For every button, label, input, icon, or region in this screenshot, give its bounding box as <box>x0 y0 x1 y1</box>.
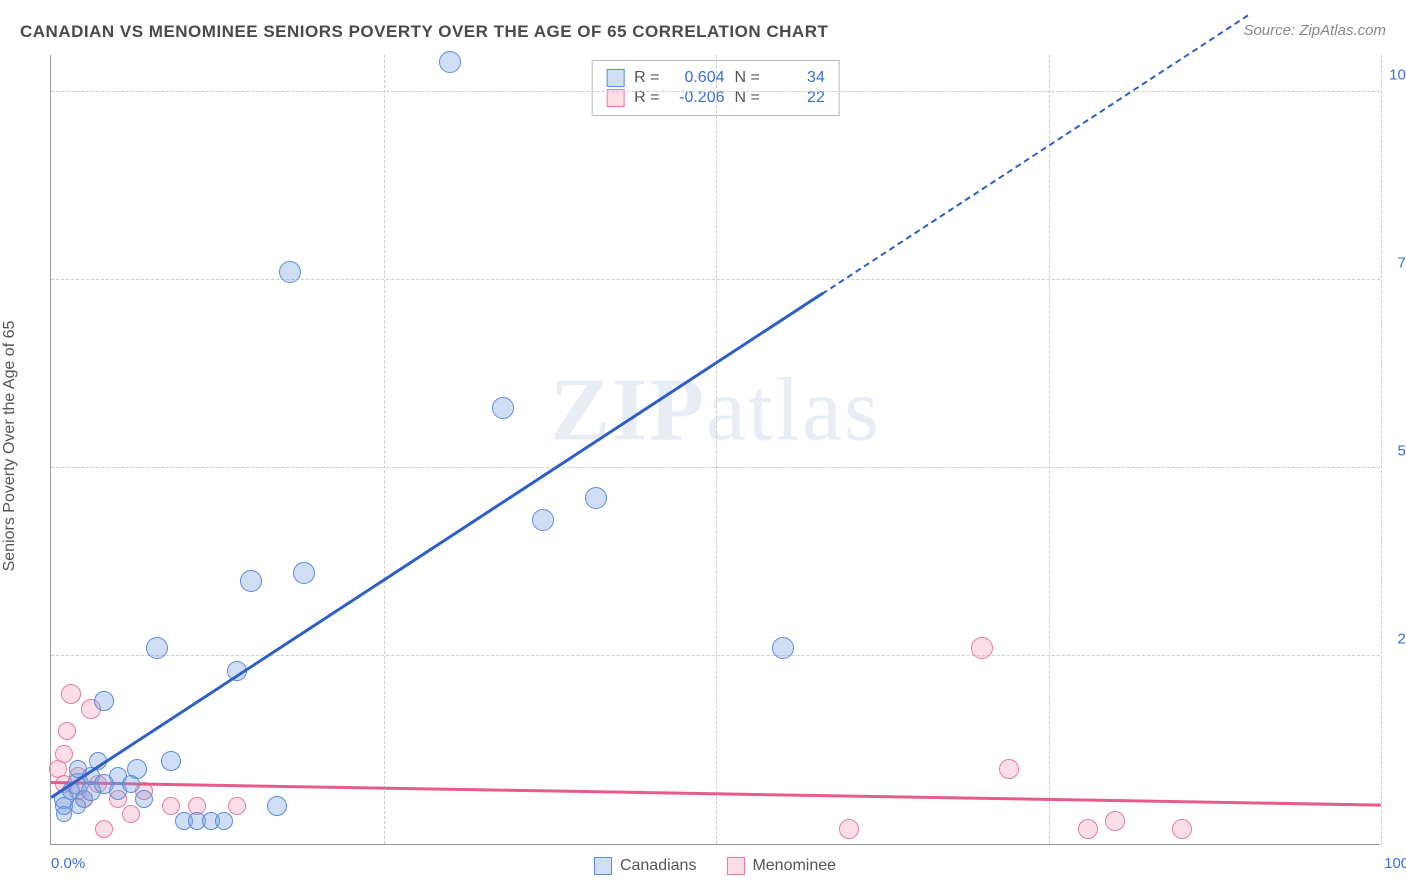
scatter-point <box>279 261 301 283</box>
scatter-point <box>215 812 233 830</box>
swatch-icon <box>606 89 624 107</box>
watermark-atlas: atlas <box>706 361 881 460</box>
scatter-point <box>122 805 140 823</box>
watermark-zip: ZIP <box>550 361 706 460</box>
scatter-point <box>70 798 86 814</box>
x-tick-label: 0.0% <box>51 855 85 872</box>
scatter-point <box>146 637 168 659</box>
trend-line <box>50 292 823 798</box>
scatter-point <box>240 570 262 592</box>
scatter-point <box>228 797 246 815</box>
scatter-point <box>839 819 859 839</box>
scatter-point <box>1078 819 1098 839</box>
scatter-point <box>492 397 514 419</box>
chart-title: CANADIAN VS MENOMINEE SENIORS POVERTY OV… <box>20 22 828 42</box>
gridline-v <box>1049 55 1050 844</box>
scatter-point <box>1105 811 1125 831</box>
scatter-point <box>293 562 315 584</box>
y-axis-label: Seniors Poverty Over the Age of 65 <box>1 321 19 572</box>
swatch-icon <box>606 69 624 87</box>
trend-line-dashed <box>822 15 1249 295</box>
scatter-point <box>162 797 180 815</box>
y-tick-label: 100.0% <box>1385 66 1406 83</box>
y-tick-label: 75.0% <box>1385 254 1406 271</box>
n-value: 22 <box>770 89 825 107</box>
swatch-icon <box>726 857 744 875</box>
source-attribution: Source: ZipAtlas.com <box>1243 22 1386 39</box>
series-legend: Canadians Menominee <box>594 857 836 875</box>
chart-area: ZIPatlas R = 0.604 N = 34 R = -0.206 N =… <box>50 55 1380 845</box>
gridline-v <box>1381 55 1382 844</box>
scatter-point <box>532 509 554 531</box>
legend-label: Canadians <box>620 857 697 875</box>
scatter-point <box>999 759 1019 779</box>
scatter-point <box>94 691 114 711</box>
y-tick-label: 25.0% <box>1385 630 1406 647</box>
scatter-point <box>55 745 73 763</box>
r-label: R = <box>634 89 659 107</box>
legend-item-menominee: Menominee <box>726 857 836 875</box>
n-label: N = <box>735 89 760 107</box>
legend-label: Menominee <box>752 857 836 875</box>
plot-region: ZIPatlas R = 0.604 N = 34 R = -0.206 N =… <box>50 55 1380 845</box>
gridline-v <box>716 55 717 844</box>
n-value: 34 <box>770 69 825 87</box>
scatter-point <box>439 51 461 73</box>
scatter-point <box>267 796 287 816</box>
scatter-point <box>971 637 993 659</box>
gridline-v <box>384 55 385 844</box>
scatter-point <box>1172 819 1192 839</box>
scatter-point <box>58 722 76 740</box>
scatter-point <box>61 684 81 704</box>
scatter-point <box>772 637 794 659</box>
y-tick-label: 50.0% <box>1385 442 1406 459</box>
swatch-icon <box>594 857 612 875</box>
x-tick-label: 100.0% <box>1384 855 1406 872</box>
legend-item-canadians: Canadians <box>594 857 697 875</box>
scatter-point <box>127 759 147 779</box>
scatter-point <box>95 820 113 838</box>
n-label: N = <box>735 69 760 87</box>
r-label: R = <box>634 69 659 87</box>
scatter-point <box>161 751 181 771</box>
scatter-point <box>585 487 607 509</box>
scatter-point <box>135 790 153 808</box>
